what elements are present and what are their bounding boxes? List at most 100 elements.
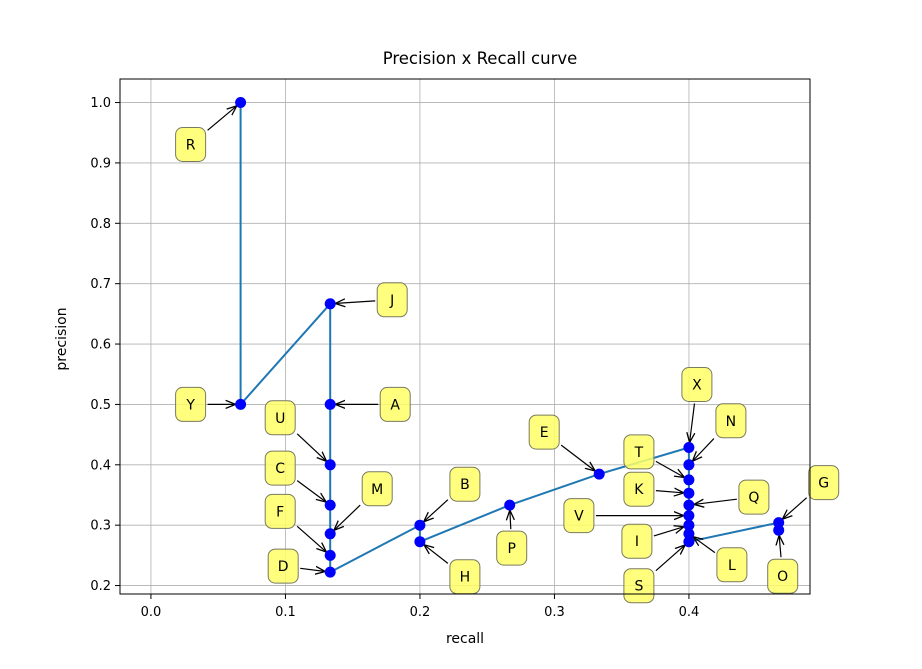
data-point-r bbox=[235, 97, 247, 108]
y-tick-label: 0.9 bbox=[90, 156, 111, 171]
annotation-box bbox=[767, 558, 799, 594]
annotation-box bbox=[264, 493, 296, 529]
annotation-label: D bbox=[278, 559, 289, 575]
annotation-label: H bbox=[460, 570, 471, 586]
data-point-f bbox=[324, 549, 336, 561]
data-point-s bbox=[683, 536, 695, 548]
data-point-i bbox=[683, 519, 695, 531]
annotation-label: Q bbox=[748, 490, 759, 506]
annotation-box bbox=[715, 403, 747, 439]
annotation-label: C bbox=[275, 461, 285, 477]
annotation-box bbox=[496, 530, 528, 566]
annotation-box bbox=[264, 400, 296, 436]
annotation-box bbox=[808, 465, 840, 501]
annotation-arrow-c bbox=[296, 480, 325, 502]
annotation-arrow-g bbox=[783, 497, 808, 519]
data-point-o bbox=[773, 524, 785, 536]
y-tick-label: 0.7 bbox=[90, 277, 111, 292]
annotation-s: S bbox=[623, 568, 655, 604]
axis-ticks: 0.0 0.1 0.2 0.3 0.4 0.2 0.3 0.4 0.5 0.6 0.7 0.8 0.9 1… bbox=[90, 96, 699, 620]
annotation-u: U bbox=[264, 400, 296, 436]
annotation-box bbox=[623, 471, 655, 507]
annotation-arrow-u bbox=[296, 433, 326, 461]
data-point-y bbox=[235, 398, 247, 410]
plot-frame bbox=[119, 78, 811, 595]
annotation-box bbox=[175, 386, 207, 422]
annotation-m: M bbox=[361, 471, 393, 507]
annotation-label: O bbox=[777, 569, 788, 585]
data-point-l bbox=[683, 528, 695, 540]
annotation-arrow-m bbox=[335, 504, 361, 530]
annotation-box bbox=[716, 547, 748, 583]
y-tick-label: 0.6 bbox=[90, 338, 111, 353]
annotation-h: H bbox=[449, 559, 481, 595]
annotation-arrow-r bbox=[207, 106, 237, 131]
y-tick-label: 0.4 bbox=[90, 458, 111, 473]
annotation-arrows bbox=[207, 106, 808, 571]
annotation-g: G bbox=[808, 465, 840, 501]
annotation-label: P bbox=[507, 541, 515, 557]
grid bbox=[120, 79, 810, 594]
annotation-box bbox=[175, 127, 207, 162]
annotation-label: E bbox=[540, 425, 549, 441]
annotation-label: I bbox=[635, 534, 639, 550]
x-axis-label: recall bbox=[446, 631, 484, 647]
y-tick-label: 0.2 bbox=[90, 579, 111, 594]
data-point-h bbox=[414, 536, 426, 548]
annotation-label: K bbox=[634, 482, 644, 498]
annotation-x: X bbox=[681, 367, 713, 402]
annotation-j: J bbox=[376, 282, 408, 318]
data-point-p bbox=[504, 499, 516, 511]
data-point-e bbox=[593, 468, 605, 480]
annotation-box bbox=[563, 498, 595, 534]
data-point-n bbox=[683, 459, 695, 471]
data-point-m bbox=[324, 528, 336, 540]
annotation-arrow-i bbox=[653, 527, 683, 537]
annotation-arrow-n bbox=[693, 438, 715, 461]
annotation-t: T bbox=[623, 434, 655, 470]
annotation-box bbox=[528, 414, 560, 450]
annotation-arrow-f bbox=[296, 525, 326, 551]
y-axis-label: precision bbox=[54, 307, 70, 370]
annotation-arrow-q bbox=[695, 498, 737, 504]
annotation-f: F bbox=[264, 493, 296, 529]
annotation-arrow-o bbox=[779, 536, 781, 558]
annotation-v: V bbox=[563, 498, 595, 534]
annotation-a: A bbox=[379, 386, 411, 422]
annotation-box bbox=[379, 386, 411, 422]
annotation-c: C bbox=[264, 450, 296, 486]
y-tick-label: 0.8 bbox=[90, 217, 111, 232]
data-point-t bbox=[683, 474, 695, 486]
annotation-label: G bbox=[818, 476, 829, 492]
annotation-label: S bbox=[634, 579, 643, 595]
annotation-box bbox=[449, 466, 481, 502]
annotation-y: Y bbox=[175, 386, 207, 422]
annotation-box bbox=[267, 548, 299, 584]
annotation-label: M bbox=[371, 482, 383, 498]
annotation-arrow-p bbox=[510, 511, 511, 530]
annotation-label: V bbox=[574, 509, 584, 525]
annotation-arrow-d bbox=[300, 568, 324, 571]
data-point-g bbox=[773, 517, 785, 529]
annotation-box bbox=[376, 282, 408, 318]
annotation-i: I bbox=[621, 523, 653, 559]
chart-title: Precision x Recall curve bbox=[383, 49, 578, 68]
annotation-r: R bbox=[175, 127, 207, 162]
annotation-arrow-j bbox=[336, 301, 376, 304]
data-point-x bbox=[683, 442, 695, 453]
annotation-label: B bbox=[460, 477, 470, 493]
annotation-label: X bbox=[692, 378, 702, 394]
annotation-label: L bbox=[728, 558, 736, 574]
annotation-label: F bbox=[276, 504, 284, 520]
annotation-d: D bbox=[267, 548, 299, 584]
annotation-label: R bbox=[186, 138, 196, 154]
y-tick-label: 0.5 bbox=[90, 398, 111, 413]
annotation-arrow-e bbox=[560, 444, 594, 470]
annotation-arrow-k bbox=[655, 491, 683, 493]
x-tick-label: 0.0 bbox=[141, 605, 162, 620]
annotation-box bbox=[264, 450, 296, 486]
annotation-label: U bbox=[275, 411, 285, 427]
annotation-arrow-t bbox=[655, 460, 684, 477]
annotation-box bbox=[623, 434, 655, 470]
